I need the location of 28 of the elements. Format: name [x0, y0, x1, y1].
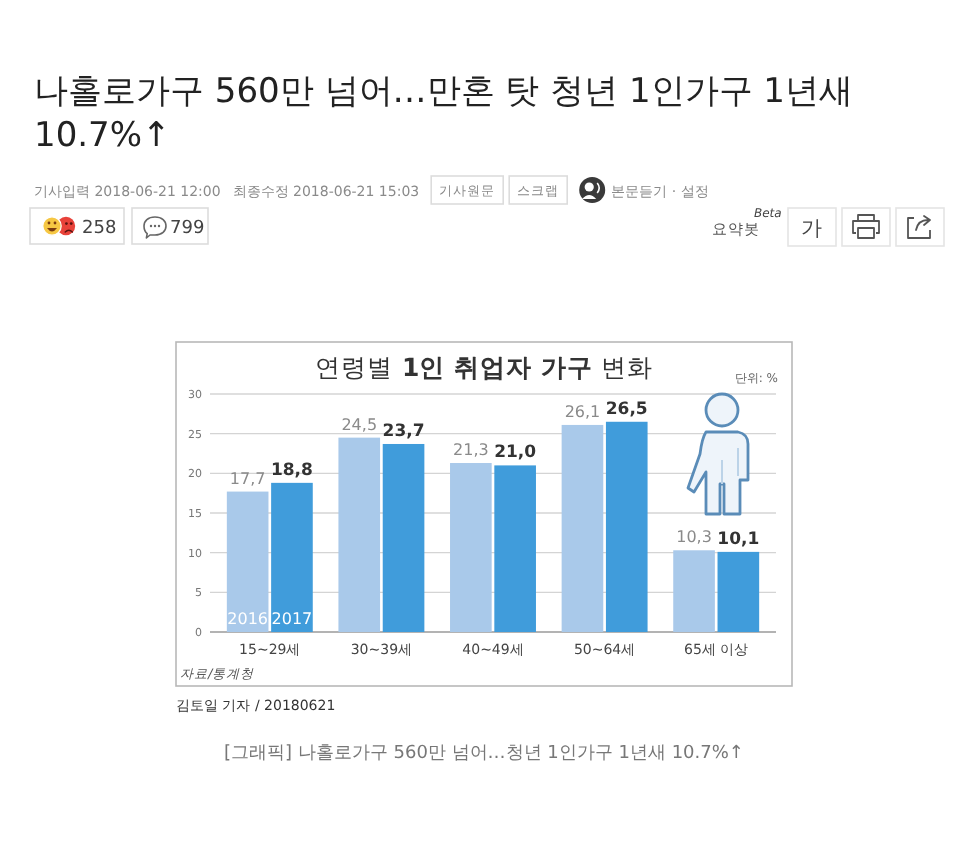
data-label: 10,1 [717, 529, 760, 550]
bar [382, 443, 425, 632]
bar [338, 437, 381, 632]
bar [605, 421, 648, 632]
bar [271, 482, 313, 632]
data-label: 17,7 [229, 469, 266, 488]
reaction-button: 258 [29, 207, 125, 245]
data-label: 24,5 [341, 415, 378, 434]
data-label: 21,3 [453, 441, 489, 460]
data-label: 26,1 [564, 402, 601, 421]
bar [494, 465, 536, 632]
data-label: 26,5 [605, 399, 648, 420]
data-label: 10,3 [676, 528, 712, 547]
data-label: 21,0 [494, 443, 537, 464]
data-label: 18,8 [270, 460, 314, 481]
font-size-button: 가 [787, 207, 837, 247]
bar [561, 424, 604, 632]
bar [226, 491, 269, 632]
chart-title: 연령별 1인 취업자 가구 변화 [315, 352, 653, 382]
bar [673, 550, 715, 632]
bar [450, 463, 492, 632]
text: [그래픽] 나홀로가구 560만 넘어…청년 1인가구 1년새 10.7%↑ [224, 744, 744, 764]
bar [717, 551, 760, 632]
comment-button: 799 [131, 207, 209, 245]
series-label: 2017 [271, 610, 313, 628]
series-label: 2016 [227, 610, 269, 628]
data-label: 23,7 [382, 421, 425, 442]
text: 나홀로가구 560만 넘어…만혼 탓 청년 1인가구 1년새 10.7%↑ [34, 72, 854, 156]
